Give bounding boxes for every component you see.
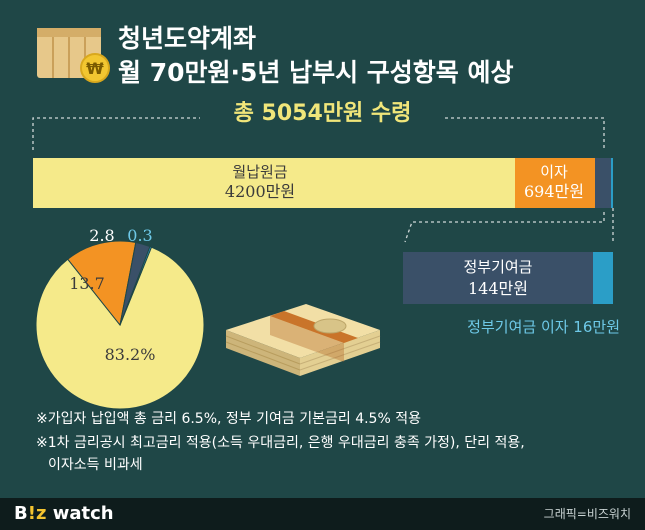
gov-interest-breakout-box [593,252,613,304]
brand-logo: B!z watch [14,503,114,524]
pie-slice-principal [35,246,205,410]
pie-label-principal: 83.2% [104,345,156,364]
total-bracket [32,117,614,243]
money-stack-icon [225,304,381,376]
bar-segment-gov-interest [611,158,613,208]
total-label: 총 5054만원 수령 [233,101,412,126]
graphic-credit: 그래픽=비즈워치 [543,507,631,521]
svg-text:₩: ₩ [86,59,104,78]
bar-segment-principal [33,158,515,208]
interest-value: 694만원 [524,182,584,201]
cash-box-icon: ₩ [37,28,110,83]
stacked-bar [33,158,613,208]
title-line-1: 청년도약계좌 [118,24,257,53]
principal-name: 월납원금 [232,163,288,181]
pie-label-interest: 13.7 [69,274,105,293]
pie-chart [35,240,205,410]
principal-value: 4200만원 [224,182,296,201]
gov-value: 144만원 [468,279,528,298]
bar-segment-gov [594,158,612,208]
pie-label-gov-interest: 0.3 [127,226,153,245]
note-2: ※1차 금리공시 최고금리 적용(소득 우대금리, 은행 우대금리 충족 가정)… [36,435,525,451]
pie-slice-interest [67,240,137,327]
gov-name: 정부기여금 [463,258,533,276]
pie-label-gov: 2.8 [89,226,115,245]
note-3: 이자소득 비과세 [48,457,143,473]
interest-name: 이자 [540,163,568,181]
gov-breakout-box [403,252,593,304]
gov-interest-label: 정부기여금 이자 16만원 [467,318,620,336]
pie-slice-gov-interest [119,245,153,326]
footer: B!z watch 그래픽=비즈워치 [0,498,645,530]
note-1: ※가입자 납입액 총 금리 6.5%, 정부 기여금 기본금리 4.5% 적용 [36,411,421,427]
bar-segment-interest [514,158,595,208]
title-line-2: 월 70만원·5년 납부시 구성항목 예상 [118,58,514,87]
